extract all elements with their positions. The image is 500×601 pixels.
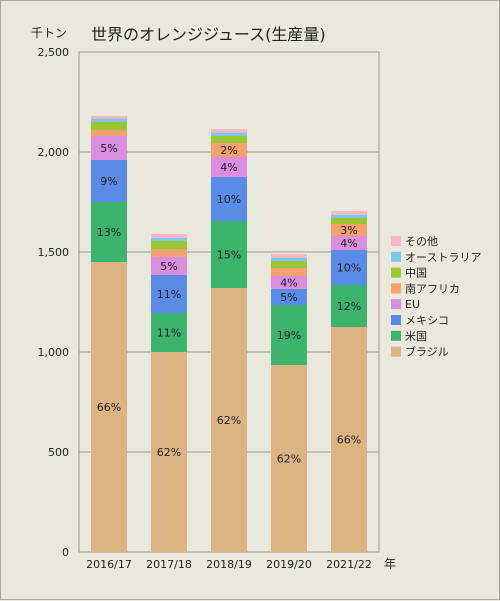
bar-segment [211,129,247,133]
bar-segment [331,236,367,250]
bar-segment-label: 15% [217,249,241,262]
y-tick-label: 0 [62,546,69,559]
bar-segment [271,258,307,261]
y-tick-label: 1,500 [38,246,70,259]
bar-segment [271,305,307,365]
bar-segment-label: 11% [157,327,181,340]
legend-swatch [391,267,401,278]
bar-segment [151,313,187,352]
bar-segment [151,238,187,241]
bar-segment-label: 10% [217,193,241,206]
x-tick-label: 2019/20 [266,558,312,571]
y-tick-label: 2,500 [38,46,70,59]
legend-swatch [391,346,401,357]
bar-segment [151,352,187,552]
y-tick-label: 500 [48,446,69,459]
bars: 66% 13% 9% 5% 62% 11% 11% 5% 62% 15% 10% 4% 2% 62% 19%… [91,116,367,552]
x-axis-label: 年 [384,557,396,571]
bar-segment [211,288,247,552]
bar-segment [331,327,367,552]
bar-segment [331,224,367,236]
bar-segment [91,122,127,130]
bar-segment [271,365,307,552]
bar-segment [91,136,127,160]
bar-segment-label: 5% [280,291,297,304]
bar-segment [211,221,247,288]
bar-segment-label: 2% [220,144,237,157]
legend-swatch [391,251,401,262]
x-tick-label: 2017/18 [146,558,192,571]
bar-segment-label: 66% [337,434,361,447]
x-tick-label: 2016/17 [86,558,132,571]
bar-segment [331,215,367,218]
bar-segment [211,136,247,143]
bar-segment-label: 5% [100,142,117,155]
bar-segment-label: 9% [100,175,117,188]
y-tick-label: 2,000 [38,146,70,159]
x-tick-label: 2021/22 [326,558,372,571]
bar-segment [151,249,187,257]
y-axis-ticks: 0 500 1,000 1,500 2,000 2,500 [38,46,70,559]
bar-segment-label: 11% [157,288,181,301]
x-axis-ticks: 2016/17 2017/18 2018/19 2019/20 2021/22 [86,558,372,571]
bar-segment [211,143,247,157]
legend-label: ブラジル [405,345,449,359]
bar-segment-label: 62% [277,453,301,466]
bar-segment [331,211,367,215]
bar-segment [151,275,187,313]
bar-segment [331,285,367,327]
legend-swatch [391,299,401,310]
bar-segment [91,160,127,202]
bar-segment [271,276,307,289]
bar-segment [151,234,187,238]
bar-segment-label: 13% [97,226,121,239]
y-axis-label: 千トン [31,26,67,40]
bar-segment-label: 3% [340,224,357,237]
bar-segment [271,268,307,276]
legend-swatch [391,330,401,341]
bar-segment [331,218,367,224]
chart-title: 世界のオレンジジュース(生産量) [91,25,326,44]
bar-segment [91,119,127,122]
y-tick-label: 1,000 [38,346,70,359]
bar-segment-label: 62% [217,414,241,427]
bar-segment [271,289,307,305]
bar-segment-label: 62% [157,446,181,459]
legend-label: 米国 [405,330,427,343]
bar-segment [211,133,247,136]
bar-segment [331,250,367,285]
bar-segment-label: 66% [97,401,121,414]
bar-segment [211,157,247,177]
bar-segment [91,116,127,119]
bar-segment [91,130,127,136]
bar-segment-label: 4% [220,161,237,174]
bar-segment-label: 10% [337,262,361,275]
bar-segment [91,202,127,262]
legend-label: 南アフリカ [405,282,460,295]
bar-segment-label: 12% [337,300,361,313]
legend-label: EU [405,298,420,311]
x-tick-label: 2018/19 [206,558,252,571]
legend-label: メキシコ [405,314,449,327]
bar-segment [151,241,187,249]
bar-segment [211,177,247,221]
legend-label: オーストラリア [405,251,481,264]
bar-segment [151,257,187,275]
bar-segment [271,261,307,268]
legend-swatch [391,236,401,246]
bar-segment-label: 19% [277,329,301,342]
bar-segment-label: 5% [160,260,177,273]
bar-segment [271,254,307,258]
legend-swatch [391,283,401,294]
legend-swatch [391,315,401,325]
bar-segment-label: 4% [280,277,297,290]
legend-label: その他 [405,235,438,248]
legend-label: 中国 [405,267,427,280]
bar-segment-label: 4% [340,237,357,250]
bar-segment [91,262,127,552]
